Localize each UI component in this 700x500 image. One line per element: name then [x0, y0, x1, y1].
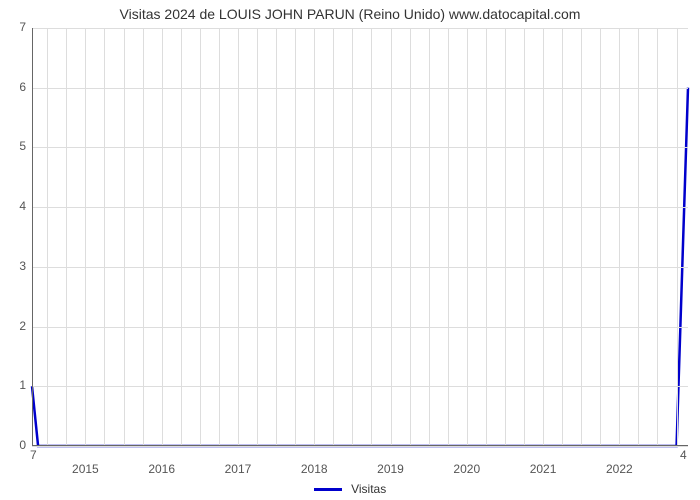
x-axis-line	[32, 445, 688, 446]
bottom-left-corner-label: 7	[30, 448, 37, 462]
x-tick-label: 2015	[65, 462, 105, 476]
grid-line-horizontal	[32, 446, 688, 447]
grid-line-horizontal	[32, 207, 688, 208]
y-tick-label: 2	[8, 319, 26, 333]
series-line	[32, 28, 688, 446]
grid-line-vertical	[543, 28, 544, 446]
grid-line-vertical	[371, 28, 372, 446]
grid-line-vertical	[524, 28, 525, 446]
grid-line-vertical	[467, 28, 468, 446]
legend-color-swatch	[314, 488, 342, 491]
y-tick-label: 3	[8, 259, 26, 273]
grid-line-vertical	[410, 28, 411, 446]
y-tick-label: 5	[8, 139, 26, 153]
grid-line-vertical	[143, 28, 144, 446]
y-tick-label: 0	[8, 438, 26, 452]
grid-line-vertical	[352, 28, 353, 446]
grid-line-vertical	[619, 28, 620, 446]
grid-line-vertical	[85, 28, 86, 446]
grid-line-horizontal	[32, 327, 688, 328]
grid-line-vertical	[600, 28, 601, 446]
grid-line-vertical	[238, 28, 239, 446]
grid-line-horizontal	[32, 386, 688, 387]
grid-line-vertical	[429, 28, 430, 446]
legend: Visitas	[0, 481, 700, 496]
y-tick-label: 1	[8, 378, 26, 392]
grid-line-vertical	[276, 28, 277, 446]
grid-line-vertical	[486, 28, 487, 446]
grid-line-vertical	[448, 28, 449, 446]
chart-container: Visitas 2024 de LOUIS JOHN PARUN (Reino …	[0, 0, 700, 500]
x-tick-label: 2020	[447, 462, 487, 476]
chart-title: Visitas 2024 de LOUIS JOHN PARUN (Reino …	[0, 6, 700, 22]
grid-line-vertical	[677, 28, 678, 446]
grid-line-vertical	[219, 28, 220, 446]
grid-line-vertical	[391, 28, 392, 446]
y-tick-label: 6	[8, 80, 26, 94]
y-tick-label: 7	[8, 20, 26, 34]
legend-label: Visitas	[351, 482, 386, 496]
grid-line-vertical	[162, 28, 163, 446]
x-tick-label: 2017	[218, 462, 258, 476]
x-tick-label: 2018	[294, 462, 334, 476]
grid-line-vertical	[124, 28, 125, 446]
grid-line-vertical	[333, 28, 334, 446]
grid-line-vertical	[314, 28, 315, 446]
x-tick-label: 2021	[523, 462, 563, 476]
grid-line-vertical	[505, 28, 506, 446]
grid-line-vertical	[562, 28, 563, 446]
grid-line-vertical	[47, 28, 48, 446]
grid-line-vertical	[200, 28, 201, 446]
x-tick-label: 2022	[599, 462, 639, 476]
grid-line-horizontal	[32, 147, 688, 148]
grid-line-vertical	[657, 28, 658, 446]
x-tick-label: 2019	[371, 462, 411, 476]
y-tick-label: 4	[8, 199, 26, 213]
plot-area	[32, 28, 688, 446]
grid-line-vertical	[581, 28, 582, 446]
grid-line-vertical	[181, 28, 182, 446]
grid-line-vertical	[295, 28, 296, 446]
grid-line-horizontal	[32, 267, 688, 268]
bottom-right-corner-label: 4	[680, 448, 687, 462]
x-tick-label: 2016	[142, 462, 182, 476]
grid-line-vertical	[638, 28, 639, 446]
y-axis-line	[32, 28, 33, 446]
grid-line-horizontal	[32, 28, 688, 29]
grid-line-horizontal	[32, 88, 688, 89]
grid-line-vertical	[104, 28, 105, 446]
grid-line-vertical	[66, 28, 67, 446]
grid-line-vertical	[257, 28, 258, 446]
